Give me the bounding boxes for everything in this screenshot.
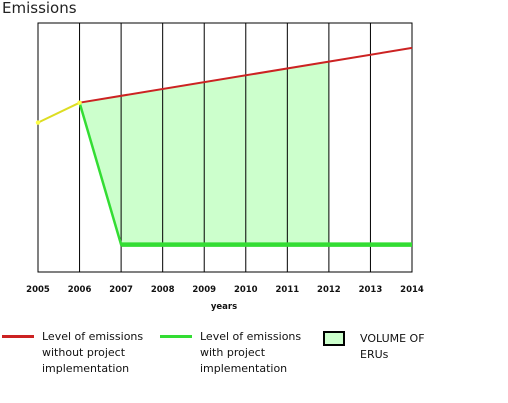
x-tick-label-2010: 2010 (234, 285, 258, 295)
x-tick-label-2005: 2005 (26, 285, 50, 295)
legend-label-erus: VOLUME OF ERUs (360, 332, 425, 361)
x-tick-label-2009: 2009 (192, 285, 216, 295)
plot-area: 2005 2006 2007 2008 2009 2010 2011 2012 2013 2014 (26, 22, 424, 295)
legend-label-without-project: Level of emissions without project imple… (42, 330, 144, 375)
x-tick-label-2007: 2007 (109, 285, 133, 295)
x-tick-label-2006: 2006 (68, 285, 92, 295)
x-tick-label-2014: 2014 (400, 285, 424, 295)
data-point-2005 (35, 120, 41, 125)
legend-swatch-with-project (160, 335, 192, 338)
x-tick-label-2008: 2008 (151, 285, 175, 295)
x-tick-label-2013: 2013 (359, 285, 383, 295)
legend-swatch-erus (323, 331, 345, 346)
legend-swatch-without-project (2, 335, 34, 338)
y-axis-label: Emissions (2, 0, 77, 17)
series-line-without-project (79, 46, 413, 104)
x-tick-label-2011: 2011 (275, 285, 299, 295)
x-tick-label-2012: 2012 (317, 285, 341, 295)
data-point-2006 (77, 100, 82, 105)
legend-label-with-project: Level of emissions with project implemen… (200, 330, 302, 375)
x-axis-label: years (211, 302, 237, 312)
baseline-2005-2006-line (37, 101, 80, 124)
